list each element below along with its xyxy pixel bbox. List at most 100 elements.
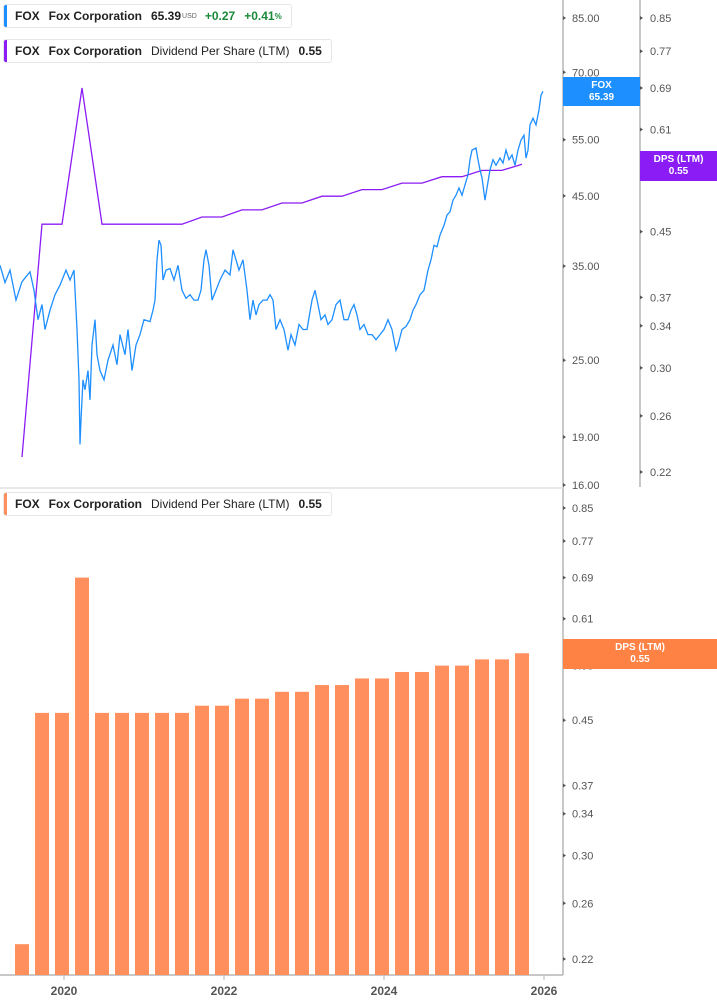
dps-tag-label: DPS (LTM) [653, 154, 704, 165]
dps-tick-label: 0.61 [650, 124, 671, 136]
dps-line [21, 87, 523, 458]
legend-change-pct: +0.41 [244, 9, 275, 23]
dps-tick-label: 0.26 [650, 411, 671, 423]
dps-bar [515, 653, 529, 975]
dps-bar-tick-label: 0.77 [572, 536, 593, 548]
legend-ticker: FOX [15, 497, 40, 511]
tick-mark [563, 783, 566, 788]
dps-bar [75, 577, 89, 975]
legend-price[interactable]: FOX Fox Corporation 65.39 USD +0.27 +0.4… [3, 4, 292, 28]
price-line [0, 91, 544, 445]
dps-bar [135, 712, 149, 975]
dps-bars [15, 577, 529, 975]
tick-mark [640, 229, 643, 234]
tick-mark [563, 811, 566, 816]
dps-bar [255, 698, 269, 975]
tick-mark [640, 127, 643, 132]
dps-bar-tick-label: 0.61 [572, 614, 593, 626]
tick-mark [640, 323, 643, 328]
tick-mark [563, 193, 566, 198]
price-tick-label: 35.00 [572, 261, 600, 273]
price-tick-label: 19.00 [572, 432, 600, 444]
tick-mark [640, 295, 643, 300]
tick-mark [563, 957, 566, 961]
tick-mark [563, 853, 566, 858]
dps-tick-label: 0.22 [650, 467, 671, 479]
tick-mark [563, 358, 566, 363]
tick-mark [563, 483, 566, 487]
legend-color-dps [4, 40, 7, 62]
legend-company: Fox Corporation [48, 9, 142, 23]
dps-bar [215, 705, 229, 975]
tick-mark [563, 70, 566, 75]
price-tick-label: 25.00 [572, 355, 600, 367]
dps-tick-label: 0.37 [650, 292, 671, 304]
tick-mark [563, 575, 566, 580]
legend-metric: Dividend Per Share (LTM) [151, 44, 290, 58]
dps-bar [55, 712, 69, 975]
tick-mark [563, 506, 566, 510]
legend-company: Fox Corporation [48, 497, 142, 511]
tick-mark [563, 16, 566, 20]
tick-mark [640, 16, 643, 20]
x-tick-label: 2026 [531, 984, 558, 998]
legend-color-price [4, 5, 7, 27]
dps-tick-label: 0.34 [650, 321, 671, 333]
legend-currency: USD [182, 12, 197, 20]
dps-bar [335, 685, 349, 975]
dps-bar [395, 671, 409, 975]
legend-dps-bottom[interactable]: FOX Fox Corporation Dividend Per Share (… [3, 492, 332, 516]
x-tick-label: 2020 [51, 984, 78, 998]
legend-dps-value: 0.55 [298, 497, 322, 511]
dps-tick-label: 0.69 [650, 83, 671, 95]
dps-tick-label: 0.45 [650, 227, 671, 239]
dps-tag-value: 0.55 [668, 166, 689, 177]
dps-bar-tick-label: 0.22 [572, 954, 593, 966]
dps-bar [295, 691, 309, 975]
legend-metric: Dividend Per Share (LTM) [151, 497, 290, 511]
dps-tick-label: 0.77 [650, 46, 671, 58]
legend-change: +0.27 [204, 9, 236, 23]
legend-price-value: 65.39 [151, 9, 182, 23]
x-tick-label: 2024 [371, 984, 398, 998]
dps-bar [495, 659, 509, 975]
price-tag: FOX 65.39 [563, 77, 640, 106]
tick-mark [563, 434, 566, 439]
dps-bar-tick-label: 0.69 [572, 573, 593, 585]
legend-pct-sign: % [274, 11, 282, 21]
dps-bar-tick-label: 0.85 [572, 503, 593, 515]
dps-bar-tick-label: 0.26 [572, 898, 593, 910]
dps-bar-tick-label: 0.30 [572, 851, 593, 863]
tick-mark [563, 264, 566, 269]
dps-bar [195, 705, 209, 975]
price-tick-label: 70.00 [572, 67, 600, 79]
legend-ticker: FOX [15, 44, 40, 58]
legend-ticker: FOX [15, 9, 40, 23]
tick-mark [640, 365, 643, 370]
dps-bar [95, 712, 109, 975]
dps-bar [15, 944, 29, 975]
tick-mark [640, 49, 643, 54]
legend-company: Fox Corporation [48, 44, 142, 58]
dps-tag-bottom: DPS (LTM) 0.55 [563, 639, 717, 669]
dps-tag-top: DPS (LTM) 0.55 [640, 151, 717, 181]
x-tick-label: 2022 [211, 984, 238, 998]
legend-dps-top[interactable]: FOX Fox Corporation Dividend Per Share (… [3, 39, 332, 63]
dps-tag-label: DPS (LTM) [615, 642, 665, 653]
dps-bar [355, 678, 369, 975]
dps-tick-label: 0.85 [650, 13, 671, 25]
dps-bar [455, 665, 469, 975]
dps-bar [475, 659, 489, 975]
dps-tick-label: 0.30 [650, 363, 671, 375]
dps-bar [155, 712, 169, 975]
tick-mark [563, 718, 566, 723]
dps-bar [315, 685, 329, 975]
price-tick-label: 45.00 [572, 191, 600, 203]
price-tick-label: 85.00 [572, 13, 600, 25]
price-tag-value: 65.39 [588, 91, 615, 103]
tick-mark [640, 470, 643, 474]
dps-bar-tick-label: 0.45 [572, 715, 593, 727]
tick-mark [563, 538, 566, 543]
dps-bar [115, 712, 129, 975]
